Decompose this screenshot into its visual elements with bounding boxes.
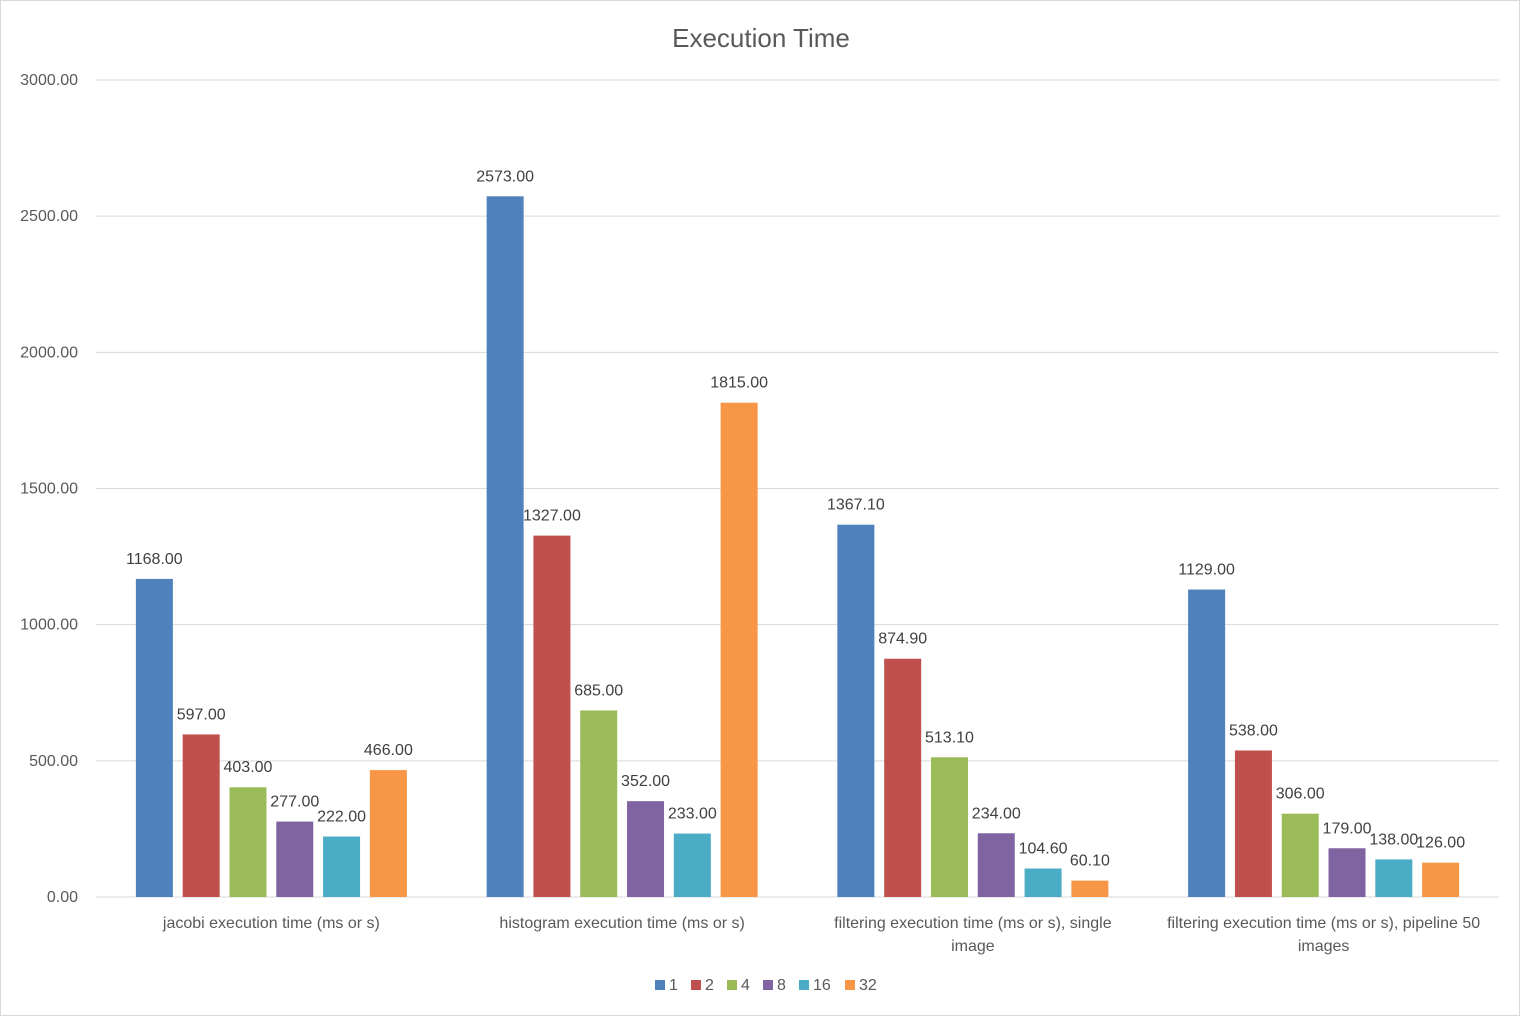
data-label: 2573.00 — [476, 168, 534, 185]
data-label: 104.60 — [1019, 841, 1068, 858]
y-tick-label: 1000.00 — [20, 617, 78, 634]
bars — [135, 196, 1460, 898]
data-label: 234.00 — [972, 805, 1021, 822]
chart-title: Execution Time — [672, 23, 850, 53]
data-label: 352.00 — [621, 773, 670, 790]
legend-swatch-1 — [655, 980, 665, 990]
data-label: 138.00 — [1369, 831, 1418, 848]
data-label: 306.00 — [1276, 786, 1325, 803]
legend-label: 16 — [813, 977, 831, 994]
y-tick-label: 2000.00 — [20, 344, 78, 361]
data-label: 403.00 — [224, 759, 273, 776]
data-label: 1327.00 — [523, 508, 581, 525]
bar-8-2 — [977, 833, 1015, 897]
category-label: histogram execution time (ms or s) — [499, 915, 744, 932]
bar-8-0 — [276, 821, 314, 897]
legend-swatch-4 — [727, 980, 737, 990]
legend-label: 2 — [705, 977, 714, 994]
y-tick-label: 1500.00 — [20, 481, 78, 498]
bar-32-3 — [1422, 862, 1460, 897]
data-label: 233.00 — [668, 806, 717, 823]
data-label: 1168.00 — [126, 551, 183, 568]
category-label: image — [951, 938, 995, 955]
legend-swatch-8 — [763, 980, 773, 990]
bar-32-0 — [369, 770, 407, 897]
y-axis-ticks: 0.00 500.00 1000.00 1500.00 2000.00 2500.00 30… — [20, 72, 78, 906]
data-label: 277.00 — [270, 794, 319, 811]
bar-2-1 — [533, 535, 571, 897]
data-label: 513.10 — [925, 729, 974, 746]
bar-1-2 — [837, 524, 875, 897]
bar-16-2 — [1024, 868, 1062, 897]
bar-8-1 — [627, 801, 665, 897]
bar-2-0 — [182, 734, 220, 897]
gridlines — [96, 79, 1499, 898]
bar-32-1 — [720, 402, 758, 897]
bar-32-2 — [1071, 880, 1109, 897]
data-label: 685.00 — [574, 682, 623, 699]
category-label: filtering execution time (ms or s), sing… — [834, 915, 1112, 932]
data-label: 222.00 — [317, 809, 366, 826]
y-tick-label: 3000.00 — [20, 72, 78, 89]
category-labels: jacobi execution time (ms or s) histogram… — [162, 915, 1480, 955]
y-tick-label: 0.00 — [47, 889, 78, 906]
legend: 1 2 4 8 16 32 — [655, 977, 877, 994]
data-label: 1815.00 — [710, 375, 768, 392]
bar-1-1 — [486, 196, 524, 898]
bar-4-0 — [229, 787, 267, 897]
bar-16-3 — [1375, 859, 1413, 897]
bar-4-2 — [930, 757, 968, 897]
data-label: 179.00 — [1323, 820, 1372, 837]
legend-swatch-32 — [845, 980, 855, 990]
bar-16-1 — [673, 833, 711, 897]
legend-label: 32 — [859, 977, 877, 994]
bar-2-2 — [884, 658, 922, 897]
data-label: 60.10 — [1070, 853, 1110, 870]
category-label: jacobi execution time (ms or s) — [162, 915, 380, 932]
legend-label: 4 — [741, 977, 750, 994]
data-label: 126.00 — [1416, 835, 1465, 852]
data-label: 874.90 — [878, 631, 927, 648]
bar-2-3 — [1234, 750, 1272, 897]
legend-swatch-2 — [691, 980, 701, 990]
category-label: filtering execution time (ms or s), pipe… — [1167, 915, 1480, 932]
bar-1-3 — [1188, 589, 1226, 897]
legend-label: 8 — [777, 977, 786, 994]
legend-label: 1 — [669, 977, 678, 994]
legend-swatch-16 — [799, 980, 809, 990]
data-label: 597.00 — [177, 706, 226, 723]
data-label: 1129.00 — [1178, 562, 1235, 579]
data-label: 538.00 — [1229, 722, 1278, 739]
bar-4-3 — [1281, 813, 1319, 897]
bar-16-0 — [323, 836, 361, 897]
y-tick-label: 2500.00 — [20, 208, 78, 225]
bar-8-3 — [1328, 848, 1366, 897]
y-tick-label: 500.00 — [29, 753, 78, 770]
bar-4-1 — [580, 710, 618, 897]
category-label: images — [1298, 938, 1350, 955]
bar-1-0 — [135, 578, 173, 897]
data-label: 1367.10 — [827, 497, 885, 514]
data-label: 466.00 — [364, 742, 413, 759]
